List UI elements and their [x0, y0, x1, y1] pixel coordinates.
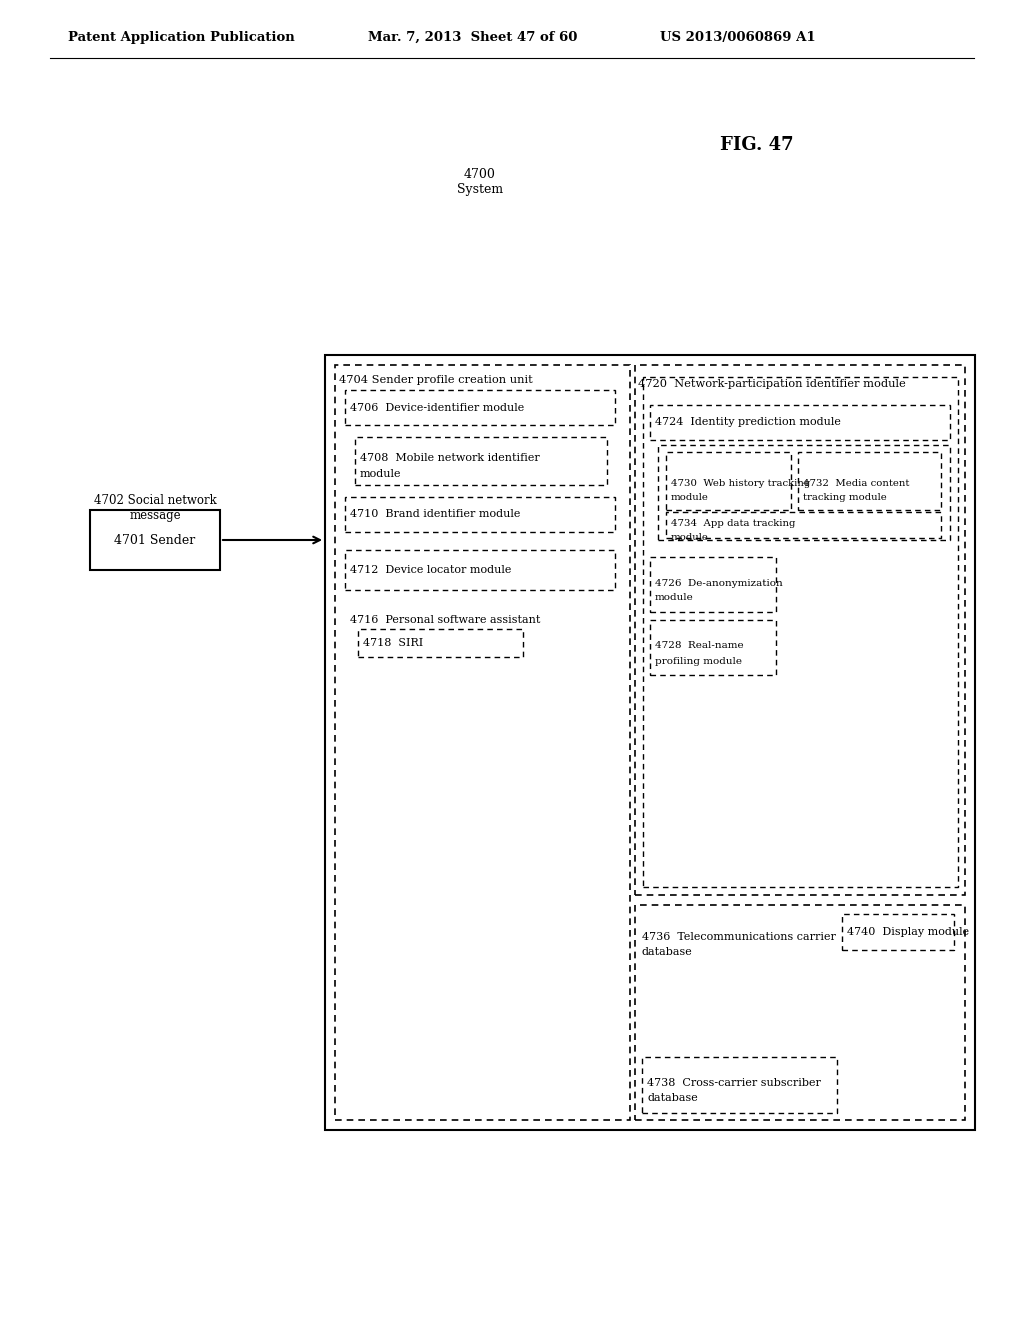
Bar — [666, 512, 941, 539]
Bar — [666, 451, 791, 510]
Text: database: database — [647, 1093, 697, 1104]
Bar — [345, 389, 615, 425]
Text: Patent Application Publication: Patent Application Publication — [68, 30, 295, 44]
Text: 4716  Personal software assistant: 4716 Personal software assistant — [350, 615, 541, 624]
Text: module: module — [671, 532, 709, 541]
Bar — [358, 630, 523, 657]
Text: 4700: 4700 — [464, 169, 496, 181]
Text: 4726  De-anonymization: 4726 De-anonymization — [655, 578, 782, 587]
Text: 4734  App data tracking: 4734 App data tracking — [671, 520, 796, 528]
Text: FIG. 47: FIG. 47 — [720, 136, 794, 154]
Bar — [650, 557, 776, 612]
Bar — [635, 366, 965, 895]
Bar — [650, 405, 950, 440]
Text: 4720  Network-participation identifier module: 4720 Network-participation identifier mo… — [638, 379, 906, 389]
Bar — [643, 378, 958, 887]
Text: module: module — [360, 469, 401, 479]
Text: 4704 Sender profile creation unit: 4704 Sender profile creation unit — [339, 375, 532, 385]
Text: tracking module: tracking module — [803, 494, 887, 503]
Text: 4730  Web history tracking: 4730 Web history tracking — [671, 479, 810, 487]
Text: 4736  Telecommunications carrier: 4736 Telecommunications carrier — [642, 932, 836, 942]
Bar — [842, 913, 954, 950]
Text: module: module — [671, 494, 709, 503]
Text: 4740  Display module: 4740 Display module — [847, 927, 969, 937]
Bar — [658, 445, 950, 540]
Text: 4732  Media content: 4732 Media content — [803, 479, 909, 487]
Bar — [355, 437, 607, 484]
Text: message: message — [129, 508, 181, 521]
Bar — [90, 510, 220, 570]
Bar — [798, 451, 941, 510]
Bar — [635, 906, 965, 1119]
Text: 4712  Device locator module: 4712 Device locator module — [350, 565, 511, 576]
Text: 4701 Sender: 4701 Sender — [115, 533, 196, 546]
Bar — [325, 355, 975, 1130]
Bar — [642, 1057, 837, 1113]
Bar — [650, 620, 776, 675]
Text: 4708  Mobile network identifier: 4708 Mobile network identifier — [360, 453, 540, 463]
Text: database: database — [642, 946, 693, 957]
Text: 4718  SIRI: 4718 SIRI — [362, 638, 423, 648]
Text: 4724  Identity prediction module: 4724 Identity prediction module — [655, 417, 841, 426]
Text: System: System — [457, 183, 503, 197]
Bar — [335, 366, 630, 1119]
Text: 4710  Brand identifier module: 4710 Brand identifier module — [350, 510, 520, 519]
Bar — [345, 498, 615, 532]
Text: profiling module: profiling module — [655, 656, 742, 665]
Bar — [345, 550, 615, 590]
Text: 4706  Device-identifier module: 4706 Device-identifier module — [350, 403, 524, 413]
Text: module: module — [655, 594, 693, 602]
Text: 4702 Social network: 4702 Social network — [93, 494, 216, 507]
Text: 4738  Cross-carrier subscriber: 4738 Cross-carrier subscriber — [647, 1078, 821, 1088]
Text: Mar. 7, 2013  Sheet 47 of 60: Mar. 7, 2013 Sheet 47 of 60 — [368, 30, 578, 44]
Text: 4728  Real-name: 4728 Real-name — [655, 642, 743, 651]
Text: US 2013/0060869 A1: US 2013/0060869 A1 — [660, 30, 816, 44]
